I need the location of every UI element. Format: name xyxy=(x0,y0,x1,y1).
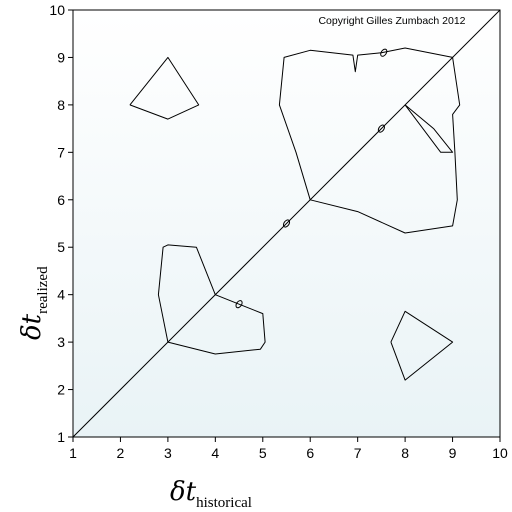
x-tick-label: 2 xyxy=(117,445,125,461)
lower-right-island xyxy=(390,310,454,381)
x-tick-label: 4 xyxy=(211,445,219,461)
small-loop xyxy=(282,219,291,228)
y-tick-label: 8 xyxy=(57,97,65,113)
y-axis-label: δtrealized xyxy=(17,266,51,340)
x-tick-label: 6 xyxy=(306,445,314,461)
axis-ticks xyxy=(68,9,501,442)
small-loop xyxy=(377,124,385,133)
y-tick-label: 9 xyxy=(57,49,65,65)
copyright-notice: Copyright Gilles Zumbach 2012 xyxy=(318,15,465,27)
y-tick-label: 4 xyxy=(57,287,65,303)
x-tick-label: 1 xyxy=(69,445,77,461)
y-tick-label: 3 xyxy=(57,334,65,350)
x-tick-label: 7 xyxy=(354,445,362,461)
upper-left-island xyxy=(129,56,200,120)
y-tick-label: 10 xyxy=(49,2,65,18)
x-tick-label: 3 xyxy=(164,445,172,461)
x-tick-label: 8 xyxy=(401,445,409,461)
small-loop xyxy=(235,300,243,309)
x-tick-label: 10 xyxy=(492,445,508,461)
upper-right-region xyxy=(278,47,461,234)
y-tick-label: 7 xyxy=(57,144,65,160)
lower-left-region xyxy=(157,244,266,355)
contour-markers xyxy=(235,48,388,309)
small-loop xyxy=(380,48,388,57)
x-axis-label: δthistorical xyxy=(170,477,252,511)
y-tick-label: 5 xyxy=(57,239,65,255)
axis-tick-labels: 1 2 3 4 5 6 7 8 9 10 1 2 3 4 5 6 7 8 9 10 xyxy=(49,2,508,461)
y-tick-label: 2 xyxy=(57,382,65,398)
y-tick-label: 1 xyxy=(57,429,65,445)
upper-right-spike xyxy=(404,104,454,153)
diagonal-reference-line xyxy=(72,9,501,438)
y-tick-label: 6 xyxy=(57,192,65,208)
x-tick-label: 9 xyxy=(449,445,457,461)
x-tick-label: 5 xyxy=(259,445,267,461)
contour-lines xyxy=(129,47,461,381)
